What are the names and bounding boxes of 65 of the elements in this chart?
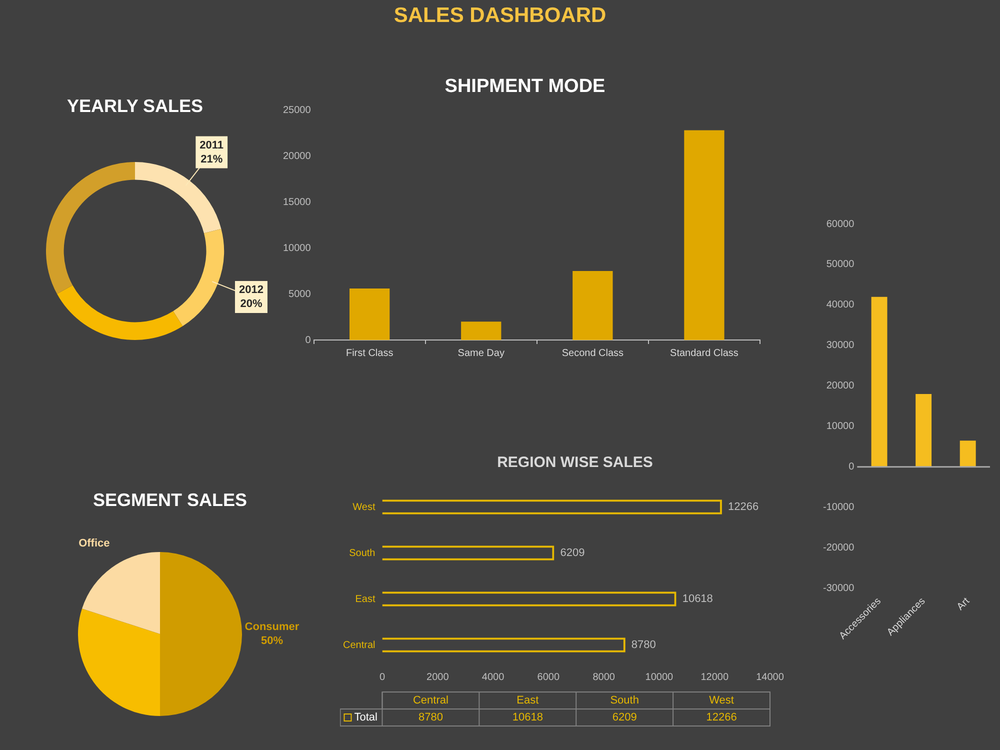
x-tick-label: 6000 [537,672,560,683]
category-label: West [709,694,734,707]
data-label: 12266 [728,501,759,514]
x-tick-label: 14000 [756,672,784,683]
chart-title: REGION WISE SALES [496,453,654,473]
y-tick-label: 10000 [282,242,312,254]
y-tick-label: 0 [848,462,855,473]
y-tick-label: 20000 [826,380,855,392]
x-tick-label: 8000 [592,672,616,683]
y-tick-label: Central [342,640,376,651]
category-label: Central [412,694,448,707]
x-tick-label: Standard Class [670,348,738,359]
data-label: 21% [200,153,223,166]
y-tick-label: East [355,594,376,605]
text: 8780 [418,712,443,724]
y-tick-label: 40000 [826,300,855,311]
data-label: 50% [260,635,284,648]
x-tick-label: Art [955,596,972,613]
bar [684,130,724,340]
chart-title: SEGMENT SALES [92,489,248,512]
y-tick-label: 5000 [288,288,312,300]
x-tick-label: 0 [379,672,386,683]
x-tick-label: 4000 [482,672,505,683]
y-tick-label: 15000 [282,196,312,208]
bar [871,296,888,467]
chart-title: YEARLY SALES [66,95,204,118]
x-tick-label: 10000 [645,672,674,683]
data-label: 8780 [631,639,656,652]
data-label: 10618 [682,593,713,606]
y-tick-label: -20000 [822,542,855,554]
data-label: 6209 [560,547,585,560]
text: SALES DASHBOARD [392,3,608,29]
y-tick-label: -30000 [822,583,855,594]
y-tick-label: 0 [305,334,312,346]
y-tick-label: 25000 [282,104,312,116]
text: 10618 [512,712,543,724]
x-tick-label: 12000 [700,672,729,683]
bar [960,440,976,467]
slice-label: 2012 [238,284,264,296]
y-tick-label: 10000 [826,421,855,432]
text: 12266 [706,712,737,724]
category-label: East [516,694,539,707]
slice-label: Office [78,537,110,550]
y-tick-label: 20000 [282,150,312,162]
y-tick-label: 30000 [826,340,855,352]
bar [461,322,502,340]
slice-label: 2011 [200,139,224,152]
chart-title: SHIPMENT MODE [444,75,606,99]
text: 6209 [612,712,637,724]
y-tick-label: -10000 [822,502,855,514]
bar [916,394,932,467]
legend-label: Total [354,712,378,724]
y-tick-label: South [349,548,376,559]
bar [350,288,390,340]
y-tick-label: 50000 [826,259,855,270]
x-tick-label: 2000 [426,672,450,683]
category-label: South [610,694,639,707]
x-tick-label: Same Day [458,348,504,359]
y-tick-label: West [352,502,376,513]
y-tick-label: 60000 [826,218,855,230]
x-tick-label: First Class [346,348,394,359]
x-tick-label: Second Class [562,348,624,359]
slice-label: Consumer [244,621,300,634]
data-label: 20% [240,298,262,310]
bar [572,271,613,340]
